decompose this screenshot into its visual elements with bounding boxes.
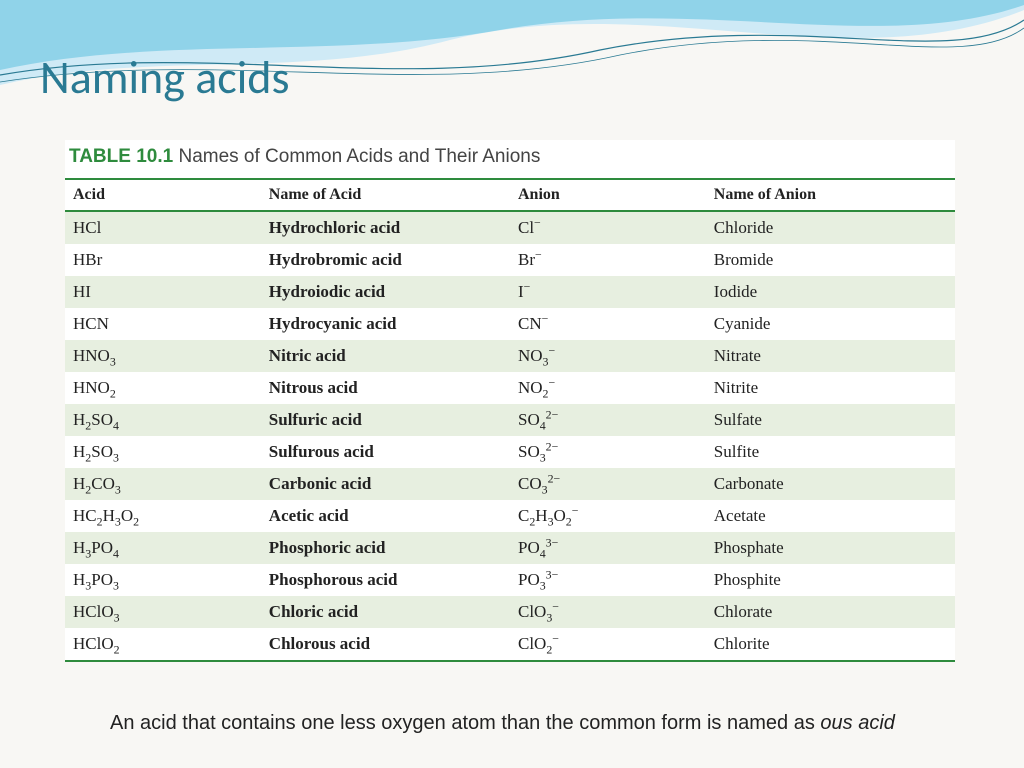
col-header-anion: Anion <box>510 179 706 211</box>
cell-anion-name: Chloride <box>706 211 955 244</box>
cell-acid-name: Sulfurous acid <box>261 436 510 468</box>
footer-note: An acid that contains one less oxygen at… <box>110 710 910 736</box>
col-header-anion-name: Name of Anion <box>706 179 955 211</box>
cell-anion-name: Nitrite <box>706 372 955 404</box>
cell-anion-formula: C2H3O2− <box>510 500 706 532</box>
cell-acid-formula: HCN <box>65 308 261 340</box>
cell-acid-formula: HClO2 <box>65 628 261 661</box>
footer-text: An acid that contains one less oxygen at… <box>110 712 820 734</box>
table-number: TABLE 10.1 <box>69 146 173 167</box>
cell-acid-formula: H2CO3 <box>65 468 261 500</box>
cell-anion-name: Cyanide <box>706 308 955 340</box>
cell-anion-name: Carbonate <box>706 468 955 500</box>
cell-anion-name: Chlorate <box>706 596 955 628</box>
cell-acid-name: Phosphorous acid <box>261 564 510 596</box>
cell-acid-name: Hydrocyanic acid <box>261 308 510 340</box>
cell-anion-name: Bromide <box>706 244 955 276</box>
cell-acid-formula: H3PO4 <box>65 532 261 564</box>
table-row: HBrHydrobromic acidBr−Bromide <box>65 244 955 276</box>
cell-acid-name: Chloric acid <box>261 596 510 628</box>
cell-acid-name: Sulfuric acid <box>261 404 510 436</box>
cell-acid-name: Nitrous acid <box>261 372 510 404</box>
cell-acid-name: Carbonic acid <box>261 468 510 500</box>
cell-acid-name: Hydrobromic acid <box>261 244 510 276</box>
footer-italic: ous acid <box>820 712 895 734</box>
cell-acid-name: Phosphoric acid <box>261 532 510 564</box>
cell-acid-formula: HClO3 <box>65 596 261 628</box>
acids-table-container: TABLE 10.1 Names of Common Acids and The… <box>65 140 955 662</box>
acids-table: Acid Name of Acid Anion Name of Anion HC… <box>65 178 955 662</box>
table-row: HClO3Chloric acidClO3−Chlorate <box>65 596 955 628</box>
col-header-acid: Acid <box>65 179 261 211</box>
slide-title: Naming acids <box>40 50 289 106</box>
table-row: HClO2Chlorous acidClO2−Chlorite <box>65 628 955 661</box>
table-caption: TABLE 10.1 Names of Common Acids and The… <box>65 140 955 178</box>
cell-anion-name: Nitrate <box>706 340 955 372</box>
cell-anion-name: Acetate <box>706 500 955 532</box>
cell-acid-formula: HBr <box>65 244 261 276</box>
cell-anion-formula: SO32− <box>510 436 706 468</box>
table-row: H2SO4Sulfuric acidSO42−Sulfate <box>65 404 955 436</box>
table-row: HNO2Nitrous acidNO2−Nitrite <box>65 372 955 404</box>
table-row: HNO3Nitric acidNO3−Nitrate <box>65 340 955 372</box>
cell-anion-formula: PO33− <box>510 564 706 596</box>
cell-anion-name: Sulfate <box>706 404 955 436</box>
cell-anion-formula: NO2− <box>510 372 706 404</box>
table-row: HC2H3O2Acetic acidC2H3O2−Acetate <box>65 500 955 532</box>
cell-acid-formula: H3PO3 <box>65 564 261 596</box>
cell-anion-formula: Cl− <box>510 211 706 244</box>
cell-acid-name: Acetic acid <box>261 500 510 532</box>
cell-acid-formula: H2SO3 <box>65 436 261 468</box>
table-row: HCNHydrocyanic acidCN−Cyanide <box>65 308 955 340</box>
cell-acid-formula: HCl <box>65 211 261 244</box>
cell-acid-name: Nitric acid <box>261 340 510 372</box>
cell-anion-formula: Br− <box>510 244 706 276</box>
table-caption-text: Names of Common Acids and Their Anions <box>178 146 540 167</box>
cell-acid-formula: HNO2 <box>65 372 261 404</box>
table-row: H2CO3Carbonic acidCO32−Carbonate <box>65 468 955 500</box>
cell-anion-formula: ClO3− <box>510 596 706 628</box>
table-row: H2SO3Sulfurous acidSO32−Sulfite <box>65 436 955 468</box>
cell-acid-name: Hydrochloric acid <box>261 211 510 244</box>
cell-anion-formula: NO3− <box>510 340 706 372</box>
table-header-row: Acid Name of Acid Anion Name of Anion <box>65 179 955 211</box>
cell-acid-formula: HNO3 <box>65 340 261 372</box>
cell-acid-name: Chlorous acid <box>261 628 510 661</box>
cell-anion-name: Chlorite <box>706 628 955 661</box>
cell-anion-formula: ClO2− <box>510 628 706 661</box>
table-row: H3PO3Phosphorous acidPO33−Phosphite <box>65 564 955 596</box>
cell-anion-formula: CN− <box>510 308 706 340</box>
cell-anion-formula: PO43− <box>510 532 706 564</box>
cell-anion-name: Iodide <box>706 276 955 308</box>
cell-anion-formula: CO32− <box>510 468 706 500</box>
cell-acid-formula: HI <box>65 276 261 308</box>
cell-acid-formula: H2SO4 <box>65 404 261 436</box>
cell-anion-name: Phosphate <box>706 532 955 564</box>
cell-anion-formula: I− <box>510 276 706 308</box>
col-header-name: Name of Acid <box>261 179 510 211</box>
cell-anion-name: Sulfite <box>706 436 955 468</box>
table-row: HIHydroiodic acidI−Iodide <box>65 276 955 308</box>
cell-acid-name: Hydroiodic acid <box>261 276 510 308</box>
table-row: HClHydrochloric acidCl−Chloride <box>65 211 955 244</box>
table-row: H3PO4Phosphoric acidPO43−Phosphate <box>65 532 955 564</box>
cell-acid-formula: HC2H3O2 <box>65 500 261 532</box>
cell-anion-formula: SO42− <box>510 404 706 436</box>
cell-anion-name: Phosphite <box>706 564 955 596</box>
